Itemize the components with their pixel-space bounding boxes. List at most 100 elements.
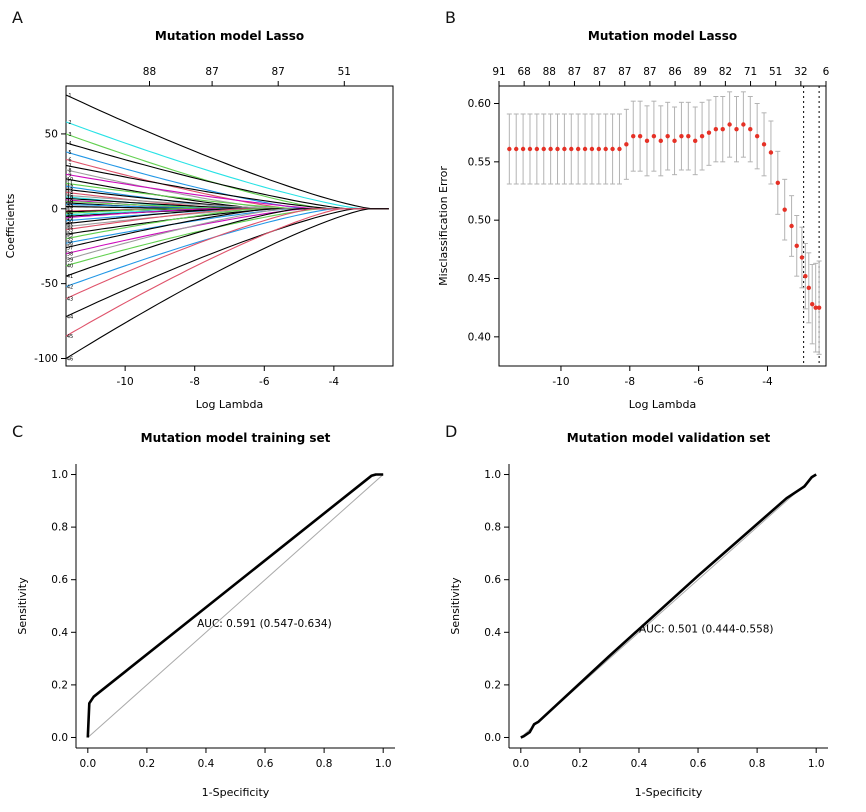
x-axis-title: Log Lambda: [196, 398, 263, 411]
panel-a-label: A: [12, 8, 23, 27]
coefficient-path: [65, 208, 389, 219]
top-tick-label: 87: [205, 66, 218, 78]
x-tick-label: 0.2: [139, 758, 156, 770]
top-tick-label: 32: [794, 66, 807, 78]
x-tick-label: -4: [329, 376, 340, 388]
coefficient-index-label: 23: [67, 205, 73, 211]
cv-error-point: [562, 146, 567, 152]
coefficient-path: [65, 208, 389, 240]
coefficient-index-label: 42: [67, 285, 73, 291]
cv-error-point: [794, 243, 799, 249]
top-tick-label: 6: [823, 66, 830, 78]
lasso-coefficients-chart: Mutation model Lasso Log Lambda Coefficien…: [0, 0, 433, 420]
top-tick-label: 87: [643, 66, 656, 78]
y-tick-label: 0.40: [468, 331, 491, 343]
cv-error-point: [720, 126, 725, 132]
coefficient-index-label: 32: [67, 225, 73, 231]
x-tick-label: 0.4: [631, 758, 648, 770]
x-tick-label: -6: [259, 376, 270, 388]
coefficient-index-label: 7: [68, 163, 71, 169]
coefficient-path: [65, 208, 389, 249]
reference-diagonal: [87, 474, 384, 738]
cv-error-point: [748, 126, 753, 132]
x-axis-title: Log Lambda: [629, 398, 696, 411]
coefficient-path: [65, 208, 389, 359]
x-tick-label: -6: [693, 376, 704, 388]
cv-error-point: [741, 122, 746, 127]
x-tick-label: 0.0: [512, 758, 529, 770]
x-tick-label: 0.6: [690, 758, 707, 770]
cv-error-point: [541, 146, 546, 152]
cv-error-point: [610, 146, 615, 152]
y-tick-label: 0: [51, 203, 58, 215]
auc-label: AUC: 0.501 (0.444-0.558): [639, 623, 774, 635]
x-tick-label: 0.6: [257, 758, 274, 770]
coefficient-index-label: 13: [67, 187, 73, 193]
coefficient-index-label: 12: [67, 184, 73, 190]
coefficient-index-label: 3: [68, 132, 71, 138]
lasso-coefficient-paths-svg: Mutation model Lasso Log Lambda Coefficien…: [4, 29, 394, 411]
panel-c: C Mutation model training set 1-Specifici…: [0, 420, 433, 812]
coefficient-path: [65, 133, 389, 210]
cv-error-point: [713, 126, 719, 132]
coefficient-path: [65, 94, 389, 210]
panel-b-label: B: [445, 8, 456, 27]
cv-error-point: [782, 207, 787, 212]
top-tick-label: 51: [338, 66, 351, 78]
coefficient-index-label: 11: [67, 181, 73, 187]
cv-error-point: [658, 138, 663, 144]
cv-error-point: [624, 142, 629, 147]
x-tick-label: 0.8: [316, 758, 333, 770]
cv-error-point: [686, 133, 691, 139]
y-tick-label: 0.60: [468, 98, 491, 110]
chart-title: Mutation model Lasso: [588, 29, 737, 43]
cv-error-point: [514, 146, 519, 152]
coefficient-index-label: 45: [67, 334, 73, 340]
coefficient-path: [65, 200, 389, 210]
cv-error-point: [637, 133, 643, 139]
cv-error-point: [527, 146, 533, 152]
coefficient-index-label: 30: [67, 219, 73, 225]
top-tick-label: 68: [517, 66, 530, 78]
roc-validation-chart: Mutation model validation set 1-Specifici…: [433, 420, 866, 812]
coefficient-path: [65, 151, 389, 210]
y-tick-label: 0.2: [51, 679, 68, 691]
coefficient-path: [65, 208, 389, 337]
y-axis-title: Misclassification Error: [437, 166, 450, 286]
roc-curve: [520, 473, 817, 739]
coefficient-index-label: 1: [68, 93, 71, 99]
coefficient-index-label: 31: [67, 222, 73, 228]
cv-error-point: [806, 285, 811, 291]
coefficient-index-label: 8: [68, 168, 71, 174]
x-axis-title: 1-Specificity: [635, 786, 703, 799]
cv-error-point: [754, 133, 760, 139]
coefficient-path: [65, 158, 389, 210]
coefficient-index-label: 4: [68, 141, 71, 147]
top-tick-label: 88: [543, 66, 556, 78]
cv-error-point: [603, 146, 608, 152]
roc-training-set-svg: Mutation model training set 1-Specificity…: [16, 431, 395, 799]
panel-d-label: D: [445, 422, 458, 441]
y-tick-label: 0.6: [484, 574, 501, 586]
y-axis-title: Sensitivity: [16, 577, 29, 635]
coefficient-path: [65, 208, 389, 288]
cv-error-point: [631, 133, 636, 139]
coefficient-path: [65, 208, 389, 261]
coefficient-index-label: 17: [67, 196, 73, 202]
cv-error-point: [617, 146, 622, 152]
cv-error-point: [520, 146, 526, 152]
top-tick-label: 86: [668, 66, 682, 78]
cv-error-point: [706, 130, 712, 135]
x-tick-label: -10: [552, 376, 569, 388]
coefficient-index-label: 14: [67, 190, 73, 196]
coefficient-index-label: 33: [67, 228, 73, 234]
y-tick-label: 50: [45, 128, 58, 140]
cv-error-point: [810, 301, 815, 307]
chart-title: Mutation model validation set: [567, 431, 771, 445]
coefficient-index-label: 16: [67, 195, 73, 201]
coefficient-index-label: 46: [67, 357, 73, 363]
roc-validation-set-svg: Mutation model validation set 1-Specifici…: [449, 431, 828, 799]
cv-error-point: [693, 138, 698, 144]
y-tick-label: 0.4: [484, 627, 501, 639]
